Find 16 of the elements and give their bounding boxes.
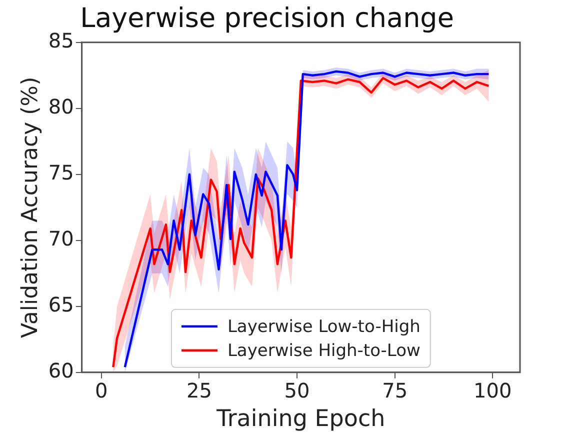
legend-label: Layerwise High-to-Low	[227, 340, 420, 361]
x-tick-label: 25	[186, 378, 212, 403]
x-tick-label: 50	[284, 378, 310, 403]
chart-title: Layerwise precision change	[80, 3, 454, 34]
y-tick-label: 80	[48, 94, 74, 119]
y-axis-title: Validation Accuracy (%)	[18, 76, 43, 338]
y-tick-label: 70	[48, 226, 74, 251]
legend-label: Layerwise Low-to-High	[227, 316, 420, 337]
x-tick-label: 75	[382, 378, 408, 403]
x-tick-label: 0	[95, 378, 108, 403]
y-tick-label: 65	[48, 292, 74, 317]
y-tick-label: 75	[48, 160, 74, 185]
x-axis-title: Training Epoch	[216, 406, 386, 432]
y-tick-label: 60	[48, 358, 74, 383]
x-tick-label: 100	[474, 378, 512, 403]
y-tick-label: 85	[48, 28, 74, 53]
